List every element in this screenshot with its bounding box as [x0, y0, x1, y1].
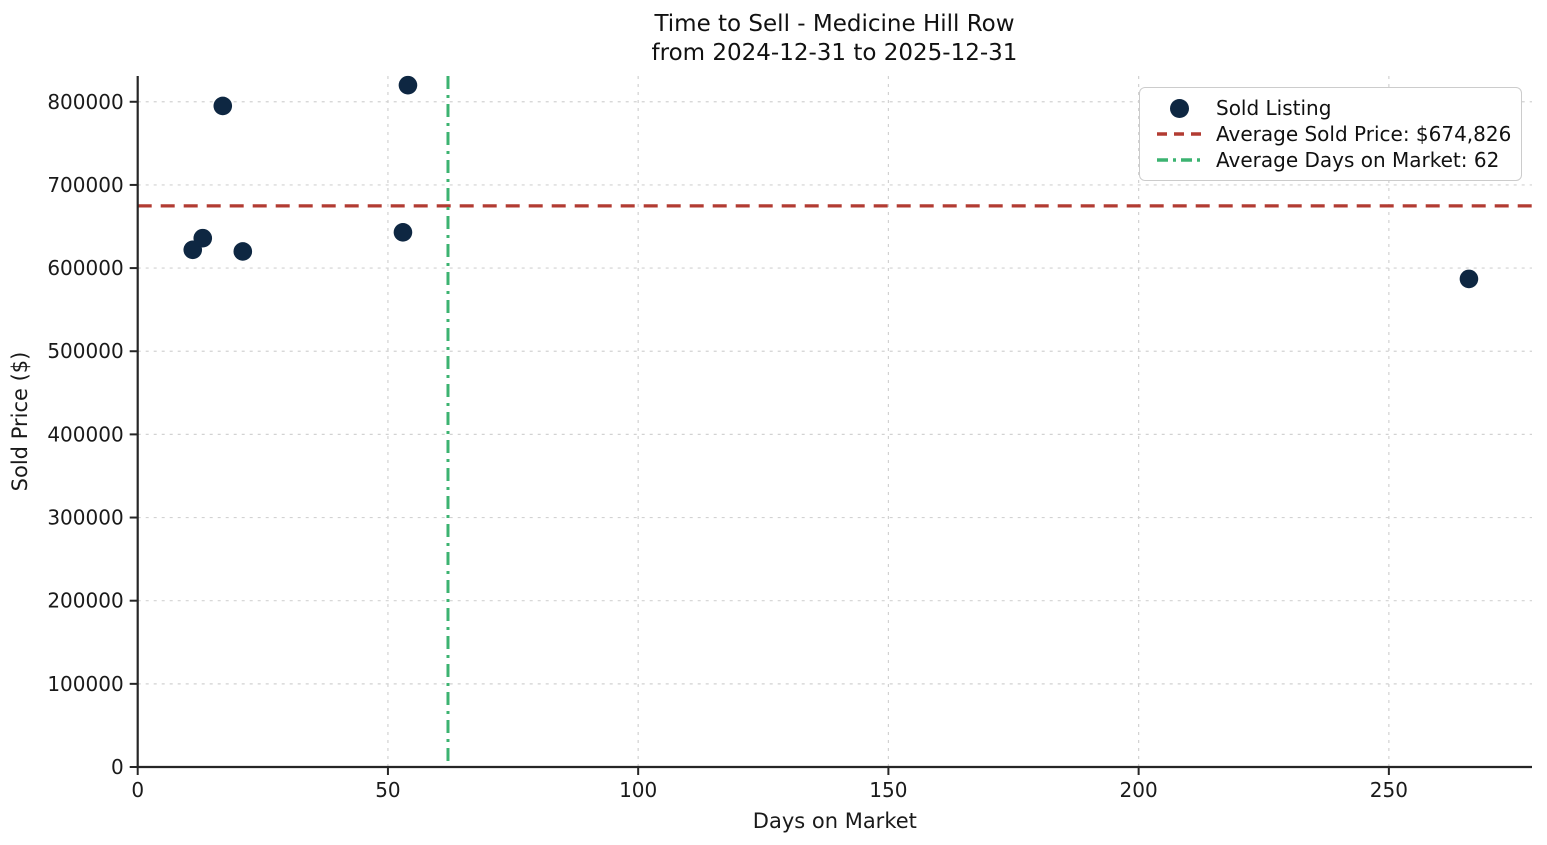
- legend-item-sold-listing: Sold Listing: [1146, 95, 1515, 121]
- y-tick-label: 400000: [47, 422, 123, 446]
- dashed-line-icon: [1157, 132, 1201, 136]
- legend-label-sold-listing: Sold Listing: [1216, 96, 1332, 120]
- dashdot-line-icon: [1157, 158, 1201, 162]
- legend: Sold Listing Average Sold Price: $674,82…: [1139, 87, 1522, 181]
- x-tick-label: 250: [1370, 778, 1408, 802]
- data-point: [233, 242, 253, 261]
- y-tick-label: 100000: [47, 672, 123, 696]
- x-tick-label: 150: [869, 778, 907, 802]
- x-tick-label: 50: [375, 778, 400, 802]
- data-point: [213, 96, 233, 116]
- y-axis-label: Sold Price ($): [8, 352, 32, 492]
- x-tick-label: 100: [619, 778, 657, 802]
- chart-title-line1: Time to Sell - Medicine Hill Row: [654, 11, 1015, 37]
- legend-item-avg-days-on-market: Average Days on Market: 62: [1146, 147, 1515, 173]
- y-tick-label: 700000: [47, 173, 123, 197]
- legend-item-avg-sold-price: Average Sold Price: $674,826: [1146, 121, 1515, 147]
- sold-listing-dot-icon: [1169, 98, 1189, 118]
- data-point: [1459, 269, 1479, 289]
- chart-title-line2: from 2024-12-31 to 2025-12-31: [651, 40, 1018, 66]
- legend-label-avg-sold-price: Average Sold Price: $674,826: [1216, 122, 1512, 146]
- data-point: [193, 228, 213, 248]
- y-tick-label: 0: [111, 755, 124, 779]
- chart-title: Time to Sell - Medicine Hill Row from 20…: [137, 10, 1532, 68]
- data-point: [398, 75, 418, 95]
- x-tick-label: 200: [1120, 778, 1158, 802]
- x-axis-label: Days on Market: [753, 809, 917, 833]
- y-tick-label: 600000: [47, 256, 123, 280]
- x-tick-label: 0: [131, 778, 144, 802]
- legend-label-avg-days-on-market: Average Days on Market: 62: [1216, 148, 1500, 172]
- y-tick-label: 500000: [47, 339, 123, 363]
- data-point: [393, 223, 413, 242]
- y-tick-label: 300000: [47, 506, 123, 530]
- y-tick-label: 200000: [47, 589, 123, 613]
- y-tick-label: 800000: [47, 90, 123, 114]
